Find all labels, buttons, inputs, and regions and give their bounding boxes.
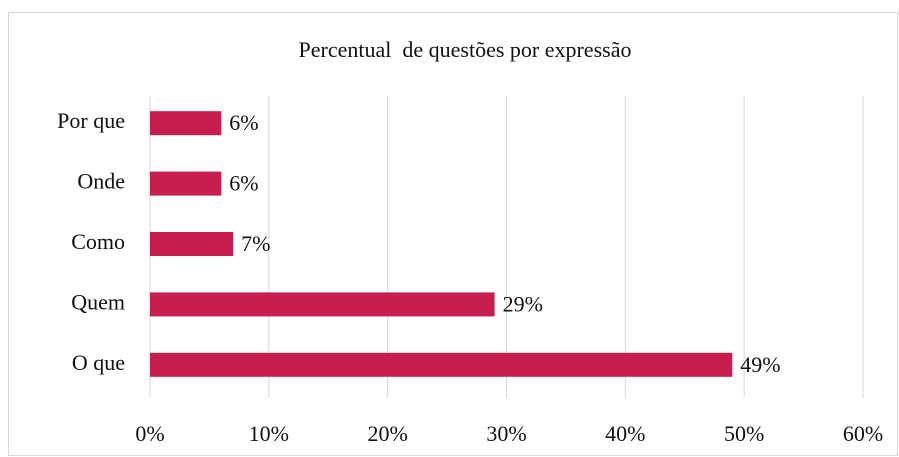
y-tick-label: Como bbox=[71, 229, 125, 254]
x-tick-label: 30% bbox=[486, 421, 526, 446]
bar bbox=[150, 292, 495, 317]
x-tick-label: 40% bbox=[605, 421, 645, 446]
data-label: 6% bbox=[229, 110, 258, 135]
bar bbox=[150, 171, 222, 196]
data-label: 29% bbox=[503, 291, 543, 316]
x-tick-label: 0% bbox=[135, 421, 164, 446]
bar bbox=[150, 111, 222, 136]
chart-frame bbox=[8, 12, 898, 456]
x-tick-label: 20% bbox=[368, 421, 408, 446]
x-tick-label: 60% bbox=[843, 421, 883, 446]
data-label: 6% bbox=[229, 171, 258, 196]
data-label: 7% bbox=[241, 231, 270, 256]
y-tick-label: Por que bbox=[57, 108, 125, 133]
bar bbox=[150, 232, 234, 256]
x-tick-label: 50% bbox=[724, 421, 764, 446]
y-tick-label: Quem bbox=[71, 289, 125, 314]
y-tick-label: Onde bbox=[77, 169, 125, 194]
bar bbox=[150, 352, 733, 377]
y-tick-label: O que bbox=[72, 350, 125, 375]
data-label: 49% bbox=[740, 352, 780, 377]
chart-title: Percentual de questões por expressão bbox=[299, 37, 632, 62]
x-tick-label: 10% bbox=[249, 421, 289, 446]
